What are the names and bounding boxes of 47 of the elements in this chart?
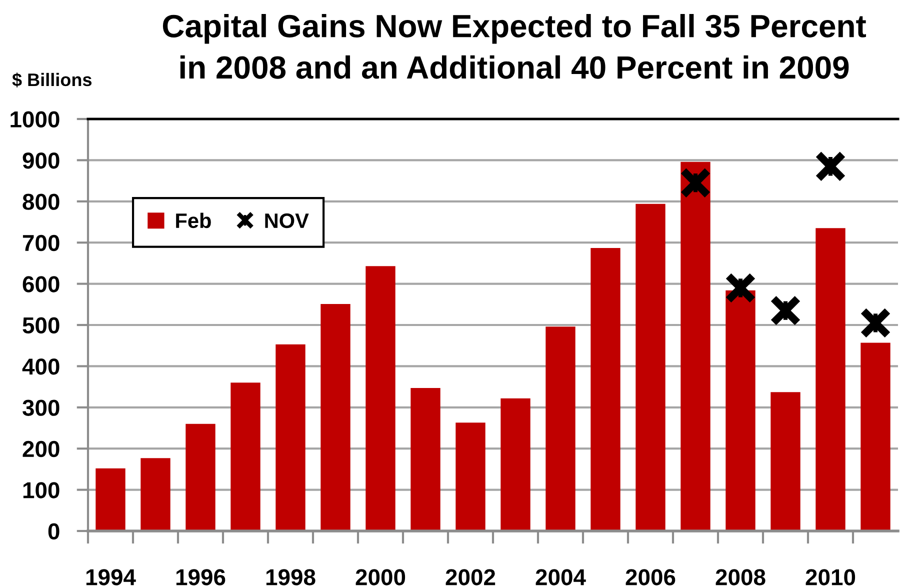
bar bbox=[636, 204, 666, 531]
y-tick-label: 200 bbox=[22, 440, 60, 458]
x-tick-label: 2004 bbox=[536, 569, 586, 586]
y-tick-label: 1000 bbox=[10, 111, 60, 128]
y-tick-label: 300 bbox=[22, 400, 60, 416]
bar bbox=[546, 326, 576, 531]
x-tick-label: 1996 bbox=[176, 569, 226, 586]
bar bbox=[500, 398, 530, 531]
bar bbox=[590, 248, 620, 531]
bar bbox=[726, 290, 756, 531]
bar bbox=[410, 388, 440, 531]
x-tick-label: 2008 bbox=[716, 569, 766, 586]
bar bbox=[860, 342, 890, 531]
legend-label: Feb bbox=[176, 212, 211, 228]
x-tick-label: 1994 bbox=[86, 569, 136, 586]
y-tick-label: 600 bbox=[22, 276, 60, 292]
bar bbox=[680, 162, 710, 531]
bar bbox=[816, 228, 846, 531]
y-tick-label: 700 bbox=[22, 234, 60, 252]
bar bbox=[770, 392, 800, 531]
x-tick-label: 2000 bbox=[356, 569, 406, 586]
y-tick-label: 0 bbox=[48, 523, 60, 540]
point bbox=[816, 152, 846, 181]
chart-title: Capital Gains Now Expected to Fall 35 Percent in 2008 and an Additional 40 Percent in 2009 bbox=[162, 14, 866, 79]
x-tick-label: 2002 bbox=[446, 569, 496, 586]
point bbox=[770, 296, 800, 326]
y-tick-label: 100 bbox=[23, 482, 60, 498]
y-axis-title: $ Billions bbox=[12, 72, 92, 88]
bar bbox=[276, 344, 306, 531]
point bbox=[680, 168, 710, 198]
bar bbox=[96, 468, 126, 531]
legend-label: NOV bbox=[265, 213, 309, 228]
x-tick-label: 2006 bbox=[626, 569, 676, 586]
x-tick-label: 1998 bbox=[266, 569, 316, 586]
x-tick-label: 2010 bbox=[806, 569, 856, 586]
bar bbox=[186, 424, 216, 531]
y-tick-label: 500 bbox=[22, 317, 60, 334]
bar bbox=[140, 458, 170, 531]
y-tick-label: 900 bbox=[22, 152, 60, 169]
y-tick-label: 400 bbox=[22, 358, 60, 375]
point bbox=[726, 273, 756, 303]
bar bbox=[320, 304, 350, 531]
bar bbox=[366, 266, 396, 531]
y-tick-label: 800 bbox=[22, 194, 60, 210]
bar bbox=[456, 422, 486, 531]
point bbox=[860, 308, 890, 338]
bar bbox=[230, 382, 260, 531]
